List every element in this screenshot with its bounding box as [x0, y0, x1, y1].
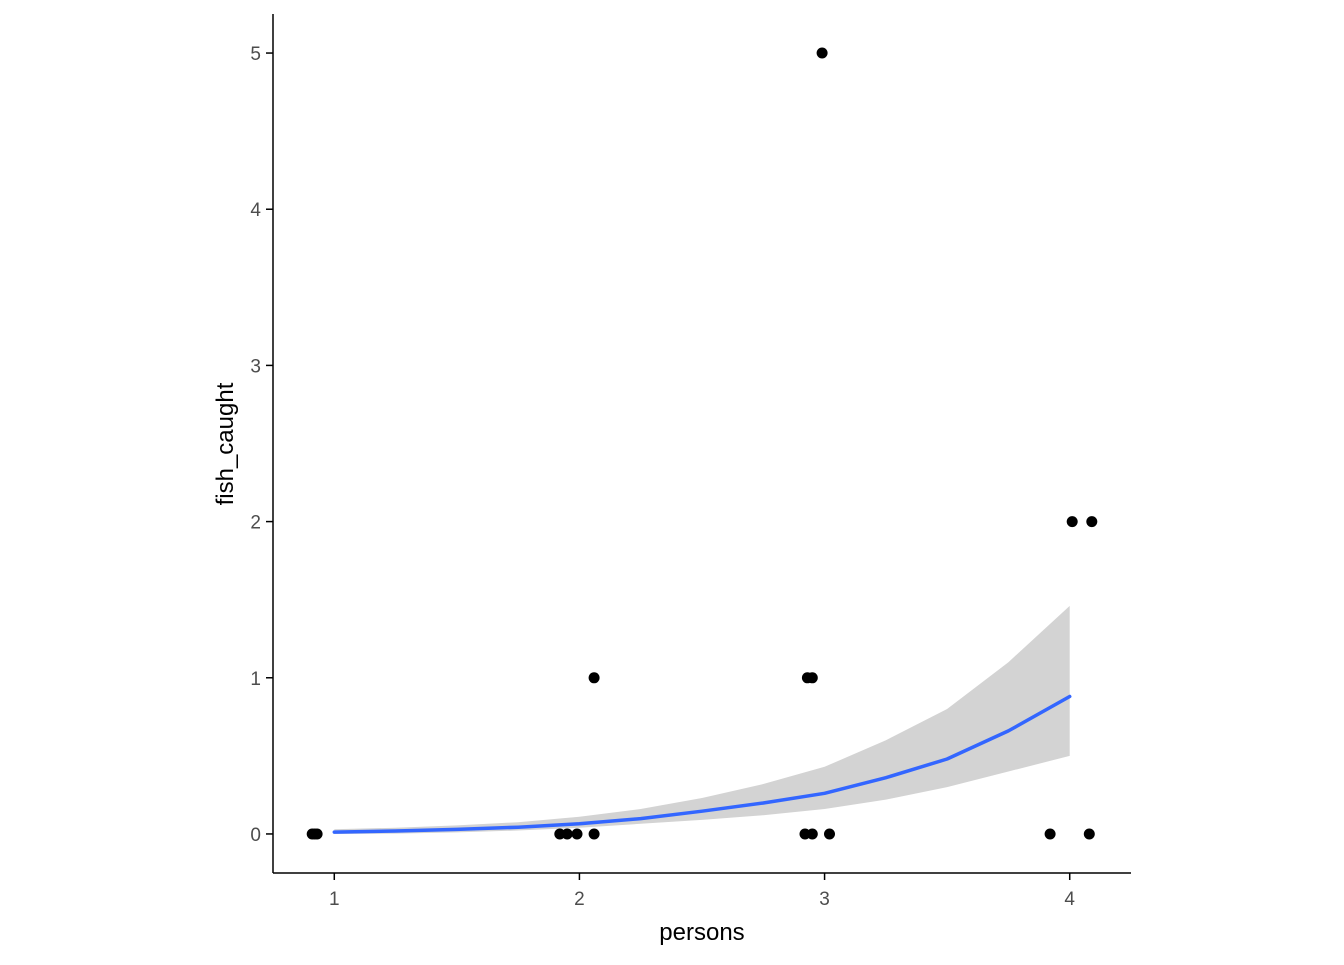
- x-tick-label-3: 3: [819, 889, 830, 910]
- y-tick-label-2: 2: [250, 513, 261, 534]
- x-axis-title: persons: [659, 919, 744, 946]
- y-tick-label-3: 3: [250, 356, 261, 377]
- data-point-14: [816, 47, 828, 59]
- y-tick-label-0: 0: [250, 825, 261, 846]
- data-point-10: [806, 828, 818, 840]
- y-axis-title: fish_caught: [212, 382, 239, 505]
- data-point-16: [1083, 828, 1095, 840]
- data-point-5: [561, 828, 573, 840]
- data-point-6: [571, 828, 583, 840]
- confidence-ribbon: [334, 605, 1070, 834]
- data-point-15: [1044, 828, 1056, 840]
- x-tick-label-4: 4: [1064, 889, 1075, 910]
- axes-layer: 1 2 3 4 0 1 2 3 4 5: [250, 14, 1131, 910]
- y-tick-label-5: 5: [250, 44, 261, 65]
- fit-line-layer: [332, 694, 1072, 834]
- data-point-13: [806, 672, 818, 684]
- y-tick-label-1: 1: [250, 669, 261, 690]
- data-point-18: [1086, 516, 1098, 528]
- x-tick-label-2: 2: [574, 889, 585, 910]
- x-tick-label-1: 1: [329, 889, 340, 910]
- data-point-11: [824, 828, 835, 840]
- fit-line: [332, 694, 1072, 834]
- data-point-3: [311, 828, 323, 840]
- y-tick-label-4: 4: [250, 200, 261, 221]
- data-point-17: [1066, 516, 1078, 528]
- data-points-layer: [306, 47, 1098, 840]
- data-point-7: [588, 828, 600, 840]
- data-point-8: [588, 672, 600, 684]
- confidence-ribbon-layer: [334, 605, 1070, 834]
